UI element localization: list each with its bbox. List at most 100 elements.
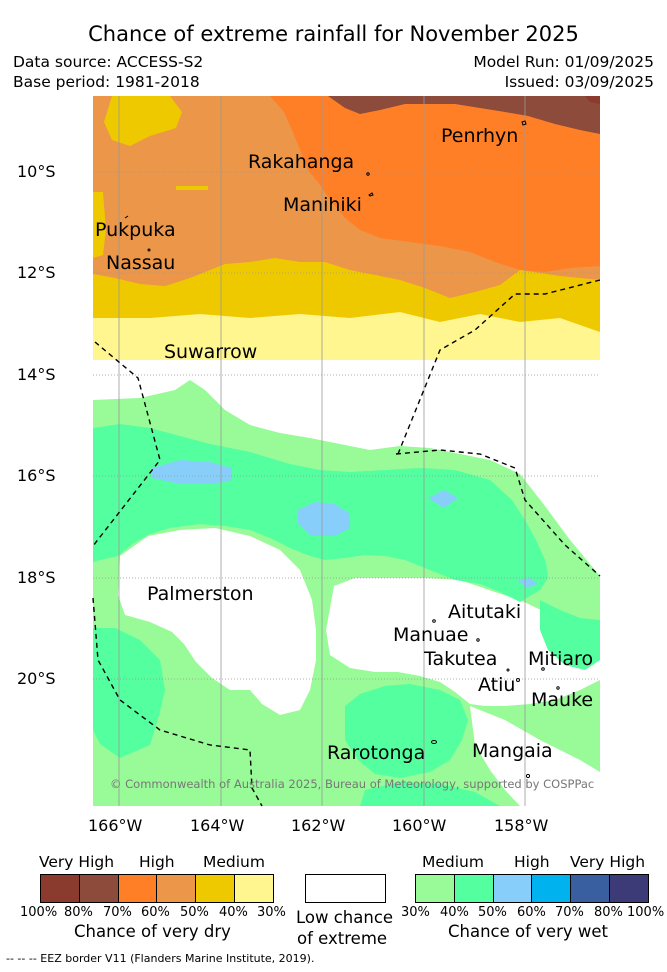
dry-tick-100: 100%	[20, 905, 58, 920]
label-mauke: Mauke	[531, 689, 594, 711]
wet-tick-40: 40%	[440, 905, 469, 920]
wet-tick-60: 60%	[517, 905, 546, 920]
low-caption-line2: of extreme	[297, 929, 388, 948]
penrhyn-island	[521, 120, 527, 126]
lat-label-16s: 16°S	[17, 466, 56, 485]
eez-west-south	[92, 597, 263, 807]
low-chance-east	[326, 578, 600, 706]
wet-tick-100: 100%	[627, 905, 665, 920]
manuae-island	[476, 638, 480, 642]
wet-tick-70: 70%	[555, 905, 584, 920]
dry-40-50-patch-north	[104, 96, 182, 146]
label-rarotonga: Rarotonga	[327, 742, 426, 764]
wet-swatch-60-70	[532, 875, 572, 902]
eez-north-east	[397, 279, 601, 455]
low-chance-southeast	[470, 706, 600, 806]
mangaia-island	[525, 773, 531, 779]
copyright-credit: © Commonwealth of Australia 2025, Bureau…	[110, 777, 595, 791]
dry-tick-80: 80%	[64, 905, 93, 920]
map-panel	[93, 96, 600, 806]
label-palmerston: Palmerston	[147, 583, 254, 605]
issued-date: Issued: 03/09/2025	[504, 73, 654, 91]
aitutaki-island	[432, 619, 436, 623]
rakahanga-island	[366, 172, 370, 176]
wet-40-50-east	[540, 600, 600, 670]
wet-swatch-80-100	[610, 875, 648, 902]
label-penrhyn: Penrhyn	[441, 125, 519, 147]
label-pukapuka: Pukpuka	[95, 219, 176, 241]
manihiki-island	[368, 192, 374, 197]
wet-tick-50: 50%	[478, 905, 507, 920]
eez-footnote: -- -- -- EEZ border V11 (Flanders Marine…	[6, 952, 315, 965]
wet-level-high: High	[514, 853, 550, 871]
wet-swatch-30-40	[416, 875, 455, 902]
dry-swatch-50-60	[157, 875, 197, 902]
wet-swatch-70-80	[571, 875, 611, 902]
label-mangaia: Mangaia	[472, 740, 553, 762]
lat-label-18s: 18°S	[17, 568, 56, 587]
dry-swatch-70-80	[79, 875, 119, 902]
wet-40-50-south	[360, 782, 500, 806]
label-rakahanga: Rakahanga	[248, 151, 355, 173]
dry-tick-30: 30%	[257, 905, 286, 920]
eez-border	[92, 279, 601, 807]
wet-tick-30: 30%	[401, 905, 430, 920]
label-nassau: Nassau	[106, 252, 176, 274]
data-source: Data source: ACCESS-S2	[13, 53, 204, 71]
dry-70-80-zone	[328, 96, 600, 134]
lon-label-166w: 166°W	[88, 816, 143, 835]
lon-label-158w: 158°W	[494, 816, 549, 835]
wet-caption: Chance of very wet	[448, 922, 608, 941]
lon-label-162w: 162°W	[291, 816, 346, 835]
wet-50-60-fleck	[518, 578, 538, 588]
dry-40-50-patch	[93, 192, 106, 258]
lat-label-20s: 20°S	[17, 669, 56, 688]
wet-tick-80: 80%	[594, 905, 623, 920]
low-chance-swatch	[305, 874, 386, 903]
rarotonga-island	[431, 740, 437, 744]
islands	[124, 120, 560, 779]
dry-level-very-high: Very High	[39, 853, 115, 871]
wet-level-medium: Medium	[422, 853, 484, 871]
lat-label-12s: 12°S	[17, 263, 56, 282]
mitiaro-island	[541, 667, 545, 671]
label-aitutaki: Aitutaki	[448, 601, 522, 623]
low-caption-line1: Low chance	[296, 908, 394, 927]
label-manuae: Manuae	[393, 624, 469, 646]
map-title: Chance of extreme rainfall for November …	[88, 22, 579, 46]
low-chance-west	[118, 528, 316, 715]
dry-swatch-80-100	[41, 875, 80, 902]
label-atiu: Atiu	[478, 674, 516, 696]
lon-label-164w: 164°W	[190, 816, 245, 835]
label-takutea: Takutea	[424, 648, 498, 670]
lat-label-14s: 14°S	[17, 365, 56, 384]
wet-swatch-50-60	[493, 875, 533, 902]
wet-40-50-southwest	[93, 628, 165, 758]
dry-tick-40: 40%	[219, 905, 248, 920]
dry-tick-50: 50%	[180, 905, 209, 920]
dry-caption: Chance of very dry	[74, 922, 231, 941]
wet-50-60-north	[152, 460, 232, 484]
dry-40-50-fleck	[176, 186, 208, 190]
pukapuka-island	[124, 215, 129, 219]
dry-level-high: High	[139, 853, 175, 871]
dry-80-100-zone	[585, 96, 600, 104]
eez-west-north	[92, 341, 161, 547]
label-suwarrow: Suwarrow	[164, 341, 258, 363]
dry-60-70-zone	[270, 96, 600, 272]
wet-50-60-east	[428, 490, 458, 508]
dry-swatch-30-40	[235, 875, 273, 902]
wet-50-60-central	[298, 502, 350, 536]
wet-colorbar	[415, 874, 649, 903]
model-run: Model Run: 01/09/2025	[473, 53, 654, 71]
label-manihiki: Manihiki	[283, 194, 362, 216]
takutea-island	[506, 668, 510, 672]
wet-40-50-rarotonga	[345, 684, 468, 778]
dry-swatch-40-50	[196, 875, 236, 902]
dry-tick-70: 70%	[103, 905, 132, 920]
wet-swatch-40-50	[454, 875, 494, 902]
lon-label-160w: 160°W	[392, 816, 447, 835]
dry-level-medium: Medium	[203, 853, 265, 871]
base-period: Base period: 1981-2018	[13, 73, 200, 91]
